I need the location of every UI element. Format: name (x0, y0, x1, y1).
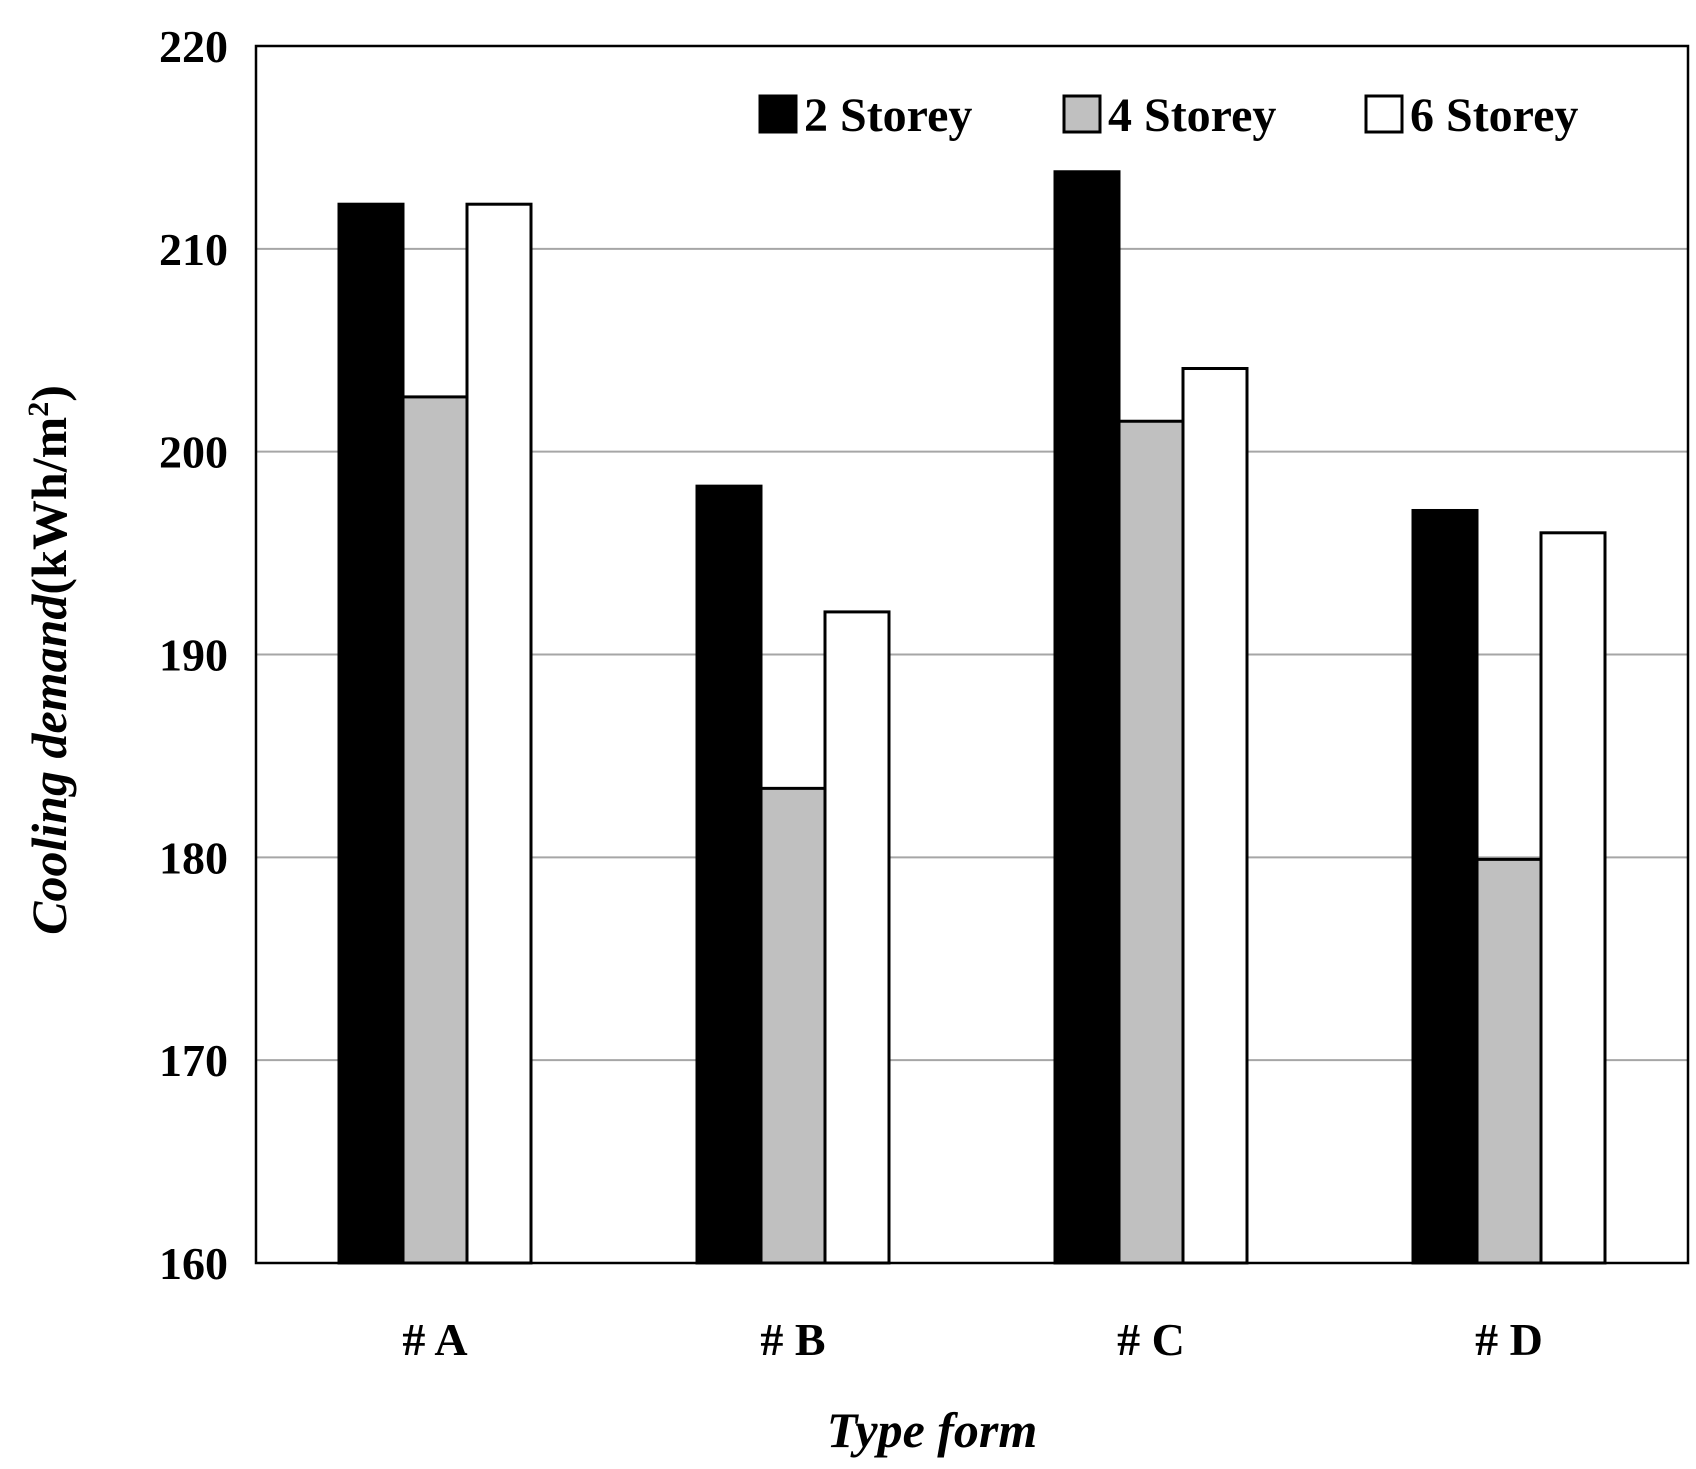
bar-4-storey-0 (401, 395, 469, 1265)
y-axis-title-unit-close: ) (21, 385, 77, 402)
legend-swatch (758, 94, 798, 134)
bar-2-storey-3 (1411, 508, 1479, 1265)
y-tick-label: 170 (159, 1035, 228, 1086)
y-tick-label: 160 (159, 1238, 228, 1289)
legend-swatch (1364, 94, 1404, 134)
bar-2-storey-1 (695, 484, 763, 1265)
bar-6-storey-2 (1181, 367, 1249, 1265)
legend-label: 2 Storey (804, 89, 972, 142)
y-axis-title-main: Cooling demand (21, 594, 77, 935)
x-tick-label: # B (760, 1314, 825, 1365)
y-axis-title-unit-sup: 2 (22, 402, 55, 417)
legend-label: 4 Storey (1108, 89, 1276, 142)
x-tick-label: # D (1475, 1314, 1543, 1365)
y-tick-label: 200 (159, 427, 228, 478)
x-tick-labels: # A # B # C # D (402, 1314, 1542, 1365)
y-axis-title-unit: (kWh/m (21, 417, 77, 595)
y-tick-label: 180 (159, 832, 228, 883)
bar-6-storey-3 (1539, 531, 1607, 1265)
legend-label: 6 Storey (1410, 89, 1578, 142)
x-tick-label: # C (1117, 1314, 1185, 1365)
y-tick-label: 210 (159, 224, 228, 275)
bar-4-storey-1 (759, 786, 827, 1265)
legend-swatch (1062, 94, 1102, 134)
bar-6-storey-0 (465, 202, 533, 1265)
y-tick-labels: 160 170 180 190 200 210 220 (159, 21, 228, 1289)
bar-4-storey-2 (1117, 419, 1185, 1265)
bar-2-storey-0 (337, 202, 405, 1265)
bar-6-storey-1 (823, 610, 891, 1265)
plot-area-border (254, 44, 1690, 1265)
bars (337, 170, 1607, 1265)
y-tick-label: 220 (159, 21, 228, 72)
y-axis-title: Cooling demand(kWh/m2) (21, 385, 77, 935)
y-tick-label: 190 (159, 630, 228, 681)
x-axis-title: Type form (827, 1402, 1038, 1458)
bar-2-storey-2 (1053, 170, 1121, 1265)
legend: 2 Storey 4 Storey 6 Storey (758, 89, 1578, 142)
bar-4-storey-3 (1475, 857, 1543, 1265)
x-tick-label: # A (402, 1314, 467, 1365)
